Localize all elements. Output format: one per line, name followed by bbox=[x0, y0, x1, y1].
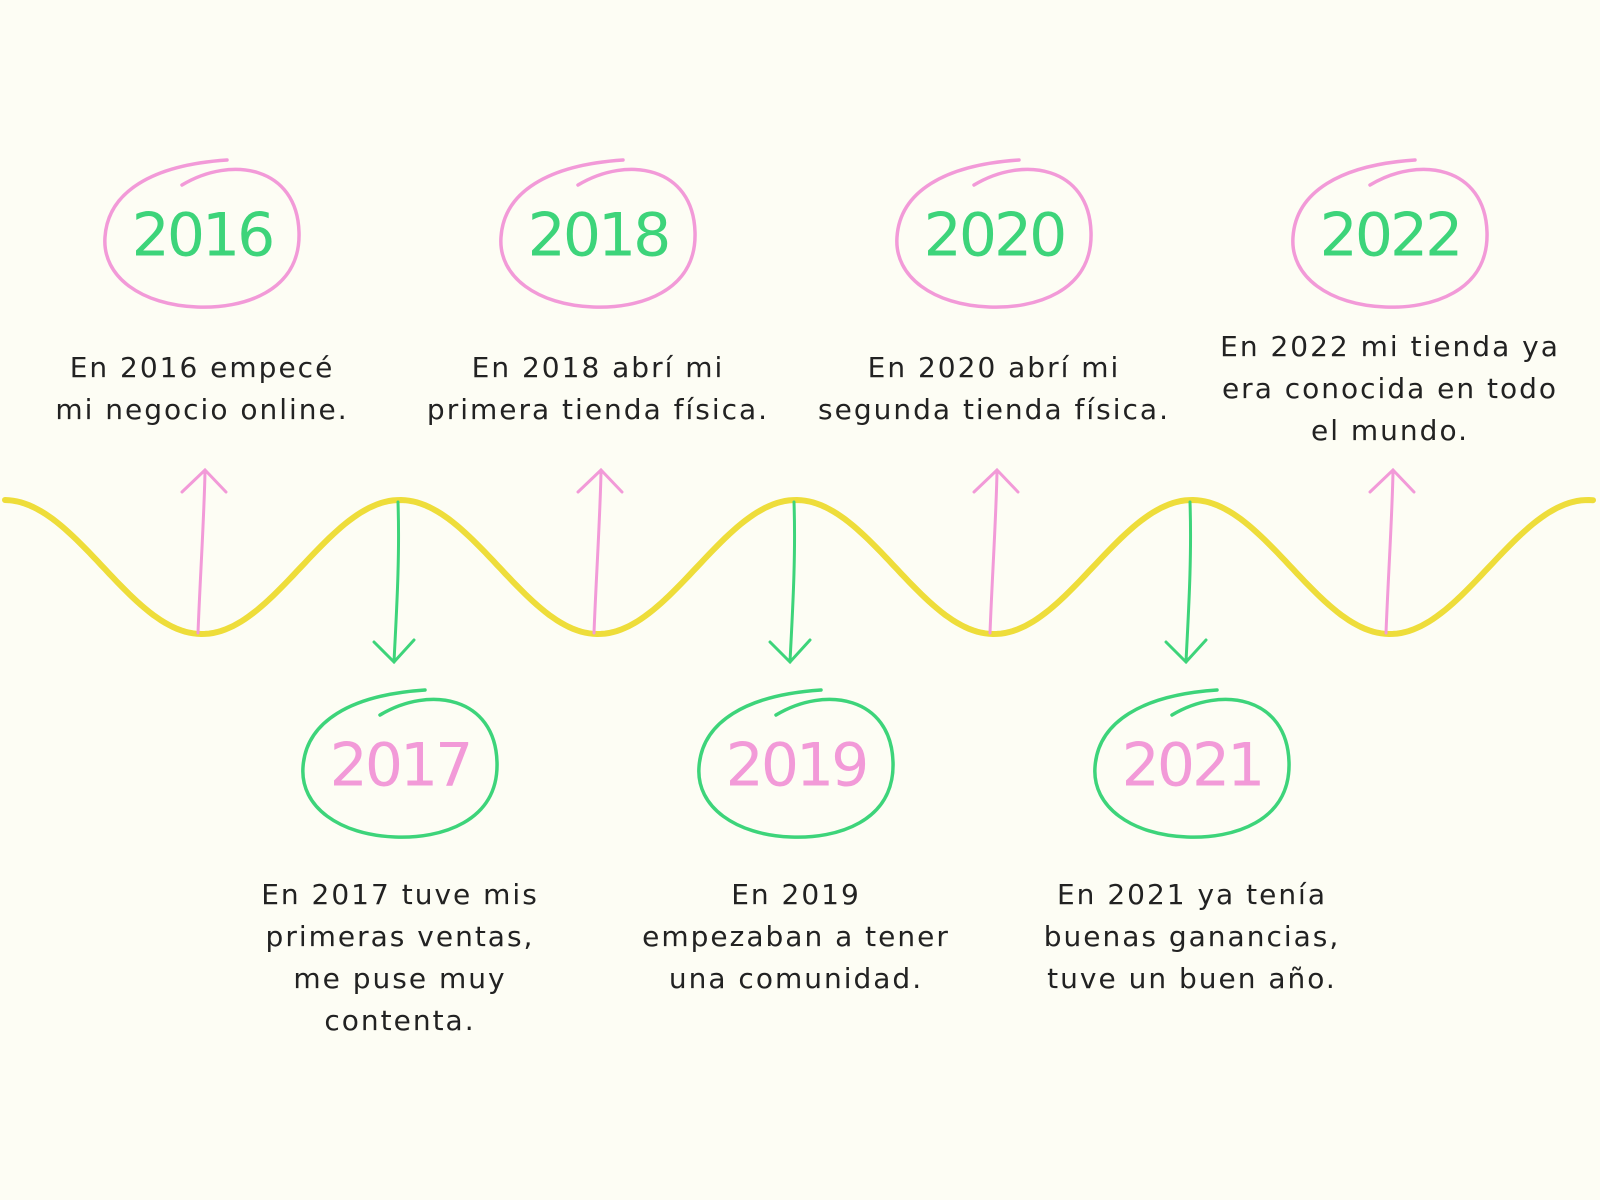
wave-line bbox=[2, 496, 1596, 638]
year-label: 2016 bbox=[132, 201, 273, 271]
event-text: primera tienda física. bbox=[427, 393, 769, 426]
year-circle bbox=[895, 158, 1093, 309]
event-text: el mundo. bbox=[1311, 414, 1469, 447]
event-text: En 2018 abrí mi bbox=[472, 351, 725, 384]
arrow bbox=[576, 467, 624, 635]
event-text: segunda tienda física. bbox=[818, 393, 1170, 426]
event-text: buenas ganancias, bbox=[1044, 920, 1341, 953]
event-text: contenta. bbox=[324, 1004, 475, 1037]
year-label: 2020 bbox=[924, 201, 1065, 271]
event-text: era conocida en todo bbox=[1222, 372, 1558, 405]
arrow bbox=[372, 500, 416, 665]
year-label: 2019 bbox=[726, 731, 867, 801]
year-label: 2017 bbox=[330, 731, 471, 801]
event-text: primeras ventas, bbox=[266, 920, 535, 953]
event-text: empezaban a tener bbox=[642, 920, 950, 953]
year-circle bbox=[1093, 688, 1291, 839]
arrow bbox=[1368, 467, 1416, 635]
arrow bbox=[768, 500, 812, 665]
event-text: me puse muy bbox=[293, 962, 506, 995]
event-text: En 2016 empecé bbox=[70, 351, 335, 384]
event-text: una comunidad. bbox=[669, 962, 923, 995]
year-label: 2022 bbox=[1320, 201, 1461, 271]
arrow bbox=[180, 467, 228, 635]
year-circle bbox=[103, 158, 301, 309]
arrow bbox=[972, 467, 1020, 635]
event-text: En 2021 ya tenía bbox=[1057, 878, 1327, 911]
year-circle bbox=[301, 688, 499, 839]
year-circle bbox=[697, 688, 895, 839]
year-label: 2018 bbox=[528, 201, 669, 271]
event-text: mi negocio online. bbox=[55, 393, 348, 426]
event-text: En 2022 mi tienda ya bbox=[1220, 330, 1560, 363]
event-text: En 2019 bbox=[731, 878, 861, 911]
year-label: 2021 bbox=[1122, 731, 1263, 801]
event-text: En 2020 abrí mi bbox=[868, 351, 1121, 384]
event-text: En 2017 tuve mis bbox=[261, 878, 539, 911]
year-circle bbox=[1291, 158, 1489, 309]
event-text: tuve un buen año. bbox=[1047, 962, 1337, 995]
year-circle bbox=[499, 158, 697, 309]
arrow bbox=[1164, 500, 1208, 665]
